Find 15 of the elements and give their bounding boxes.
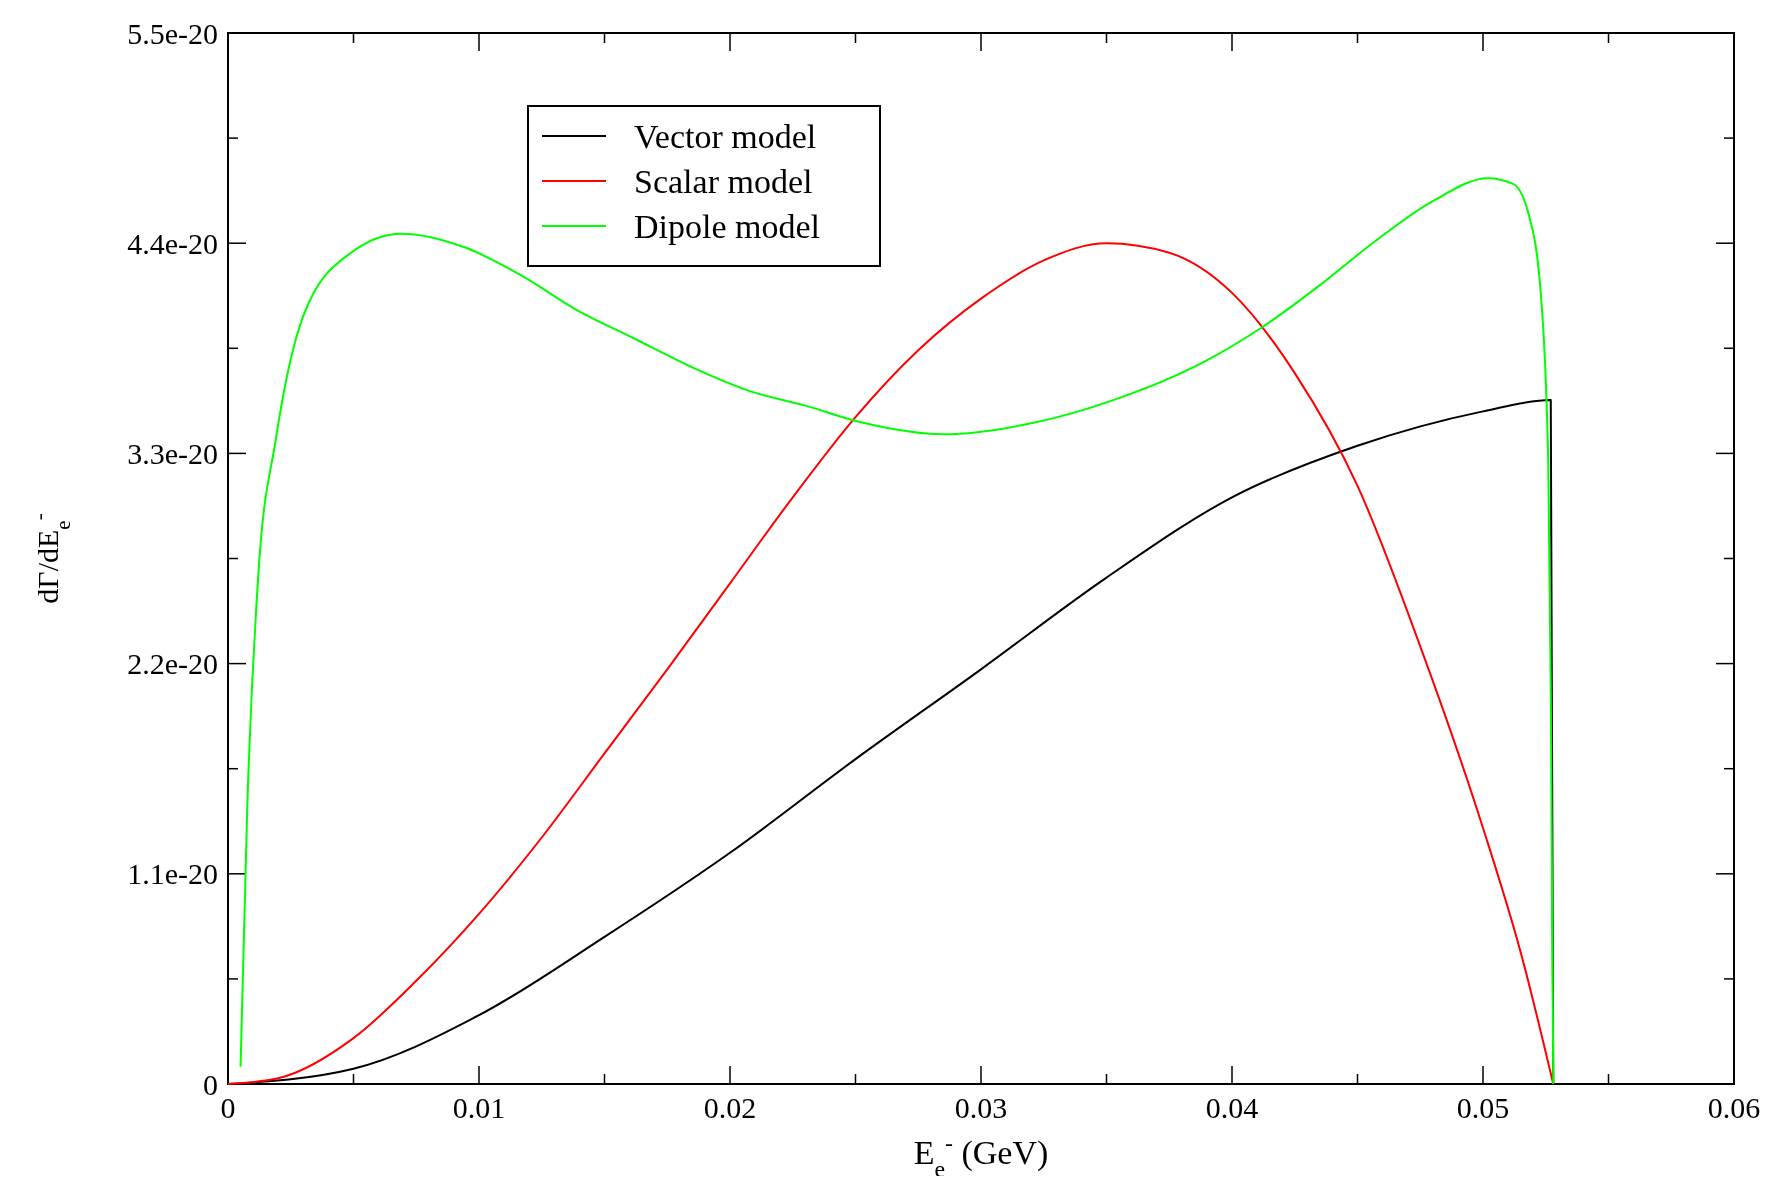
- x-tick-label: 0.06: [1707, 1091, 1761, 1124]
- y-tick-label: 2.2e-20: [127, 647, 218, 681]
- x-tick-label: 0.04: [1205, 1091, 1259, 1124]
- x-tick-label: 0.05: [1456, 1091, 1510, 1124]
- x-tick-label: 0.02: [703, 1091, 757, 1124]
- legend-label: Dipole model: [634, 207, 821, 245]
- y-tick-label: 3.3e-20: [127, 436, 218, 470]
- x-tick-label: 0.03: [954, 1091, 1008, 1124]
- y-tick-label: 1.1e-20: [127, 857, 218, 891]
- y-tick-label: 0: [203, 1067, 218, 1101]
- y-tick-label: 4.4e-20: [127, 226, 218, 260]
- legend-label: Vector model: [634, 117, 817, 155]
- y-tick-label: 5.5e-20: [127, 16, 218, 50]
- legend-label: Scalar model: [634, 162, 813, 200]
- x-tick-label: 0.01: [452, 1091, 506, 1124]
